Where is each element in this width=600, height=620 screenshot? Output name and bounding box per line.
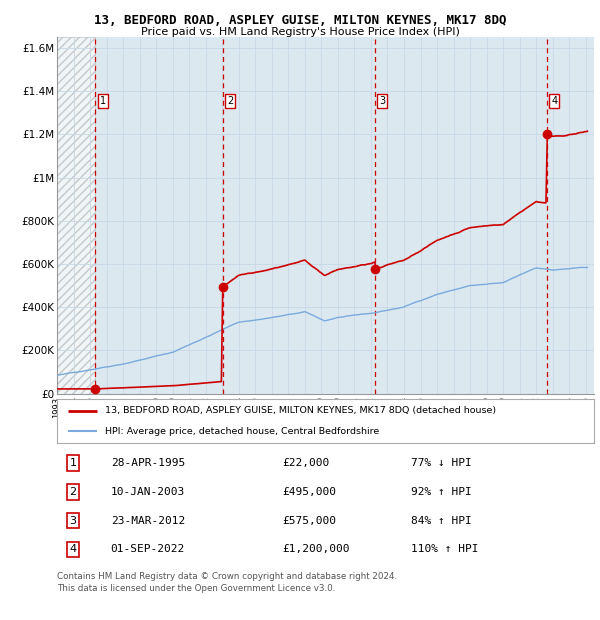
Text: £22,000: £22,000 xyxy=(283,458,330,468)
Text: HPI: Average price, detached house, Central Bedfordshire: HPI: Average price, detached house, Cent… xyxy=(106,427,380,436)
Text: 110% ↑ HPI: 110% ↑ HPI xyxy=(412,544,479,554)
Text: 4: 4 xyxy=(70,544,77,554)
Text: 77% ↓ HPI: 77% ↓ HPI xyxy=(412,458,472,468)
Text: Price paid vs. HM Land Registry's House Price Index (HPI): Price paid vs. HM Land Registry's House … xyxy=(140,27,460,37)
Text: £1,200,000: £1,200,000 xyxy=(283,544,350,554)
Text: 4: 4 xyxy=(551,96,557,106)
Text: Contains HM Land Registry data © Crown copyright and database right 2024.
This d: Contains HM Land Registry data © Crown c… xyxy=(57,572,397,593)
Text: 84% ↑ HPI: 84% ↑ HPI xyxy=(412,516,472,526)
Text: 3: 3 xyxy=(379,96,385,106)
Text: 92% ↑ HPI: 92% ↑ HPI xyxy=(412,487,472,497)
Text: 28-APR-1995: 28-APR-1995 xyxy=(111,458,185,468)
Bar xyxy=(57,37,95,394)
Text: 13, BEDFORD ROAD, ASPLEY GUISE, MILTON KEYNES, MK17 8DQ (detached house): 13, BEDFORD ROAD, ASPLEY GUISE, MILTON K… xyxy=(106,406,496,415)
Text: 3: 3 xyxy=(70,516,77,526)
Text: 01-SEP-2022: 01-SEP-2022 xyxy=(111,544,185,554)
Text: 13, BEDFORD ROAD, ASPLEY GUISE, MILTON KEYNES, MK17 8DQ: 13, BEDFORD ROAD, ASPLEY GUISE, MILTON K… xyxy=(94,14,506,27)
Text: 1: 1 xyxy=(100,96,106,106)
Text: 2: 2 xyxy=(227,96,233,106)
Text: 10-JAN-2003: 10-JAN-2003 xyxy=(111,487,185,497)
Text: 23-MAR-2012: 23-MAR-2012 xyxy=(111,516,185,526)
Text: £575,000: £575,000 xyxy=(283,516,337,526)
Text: £495,000: £495,000 xyxy=(283,487,337,497)
Text: 1: 1 xyxy=(70,458,77,468)
Text: 2: 2 xyxy=(70,487,77,497)
